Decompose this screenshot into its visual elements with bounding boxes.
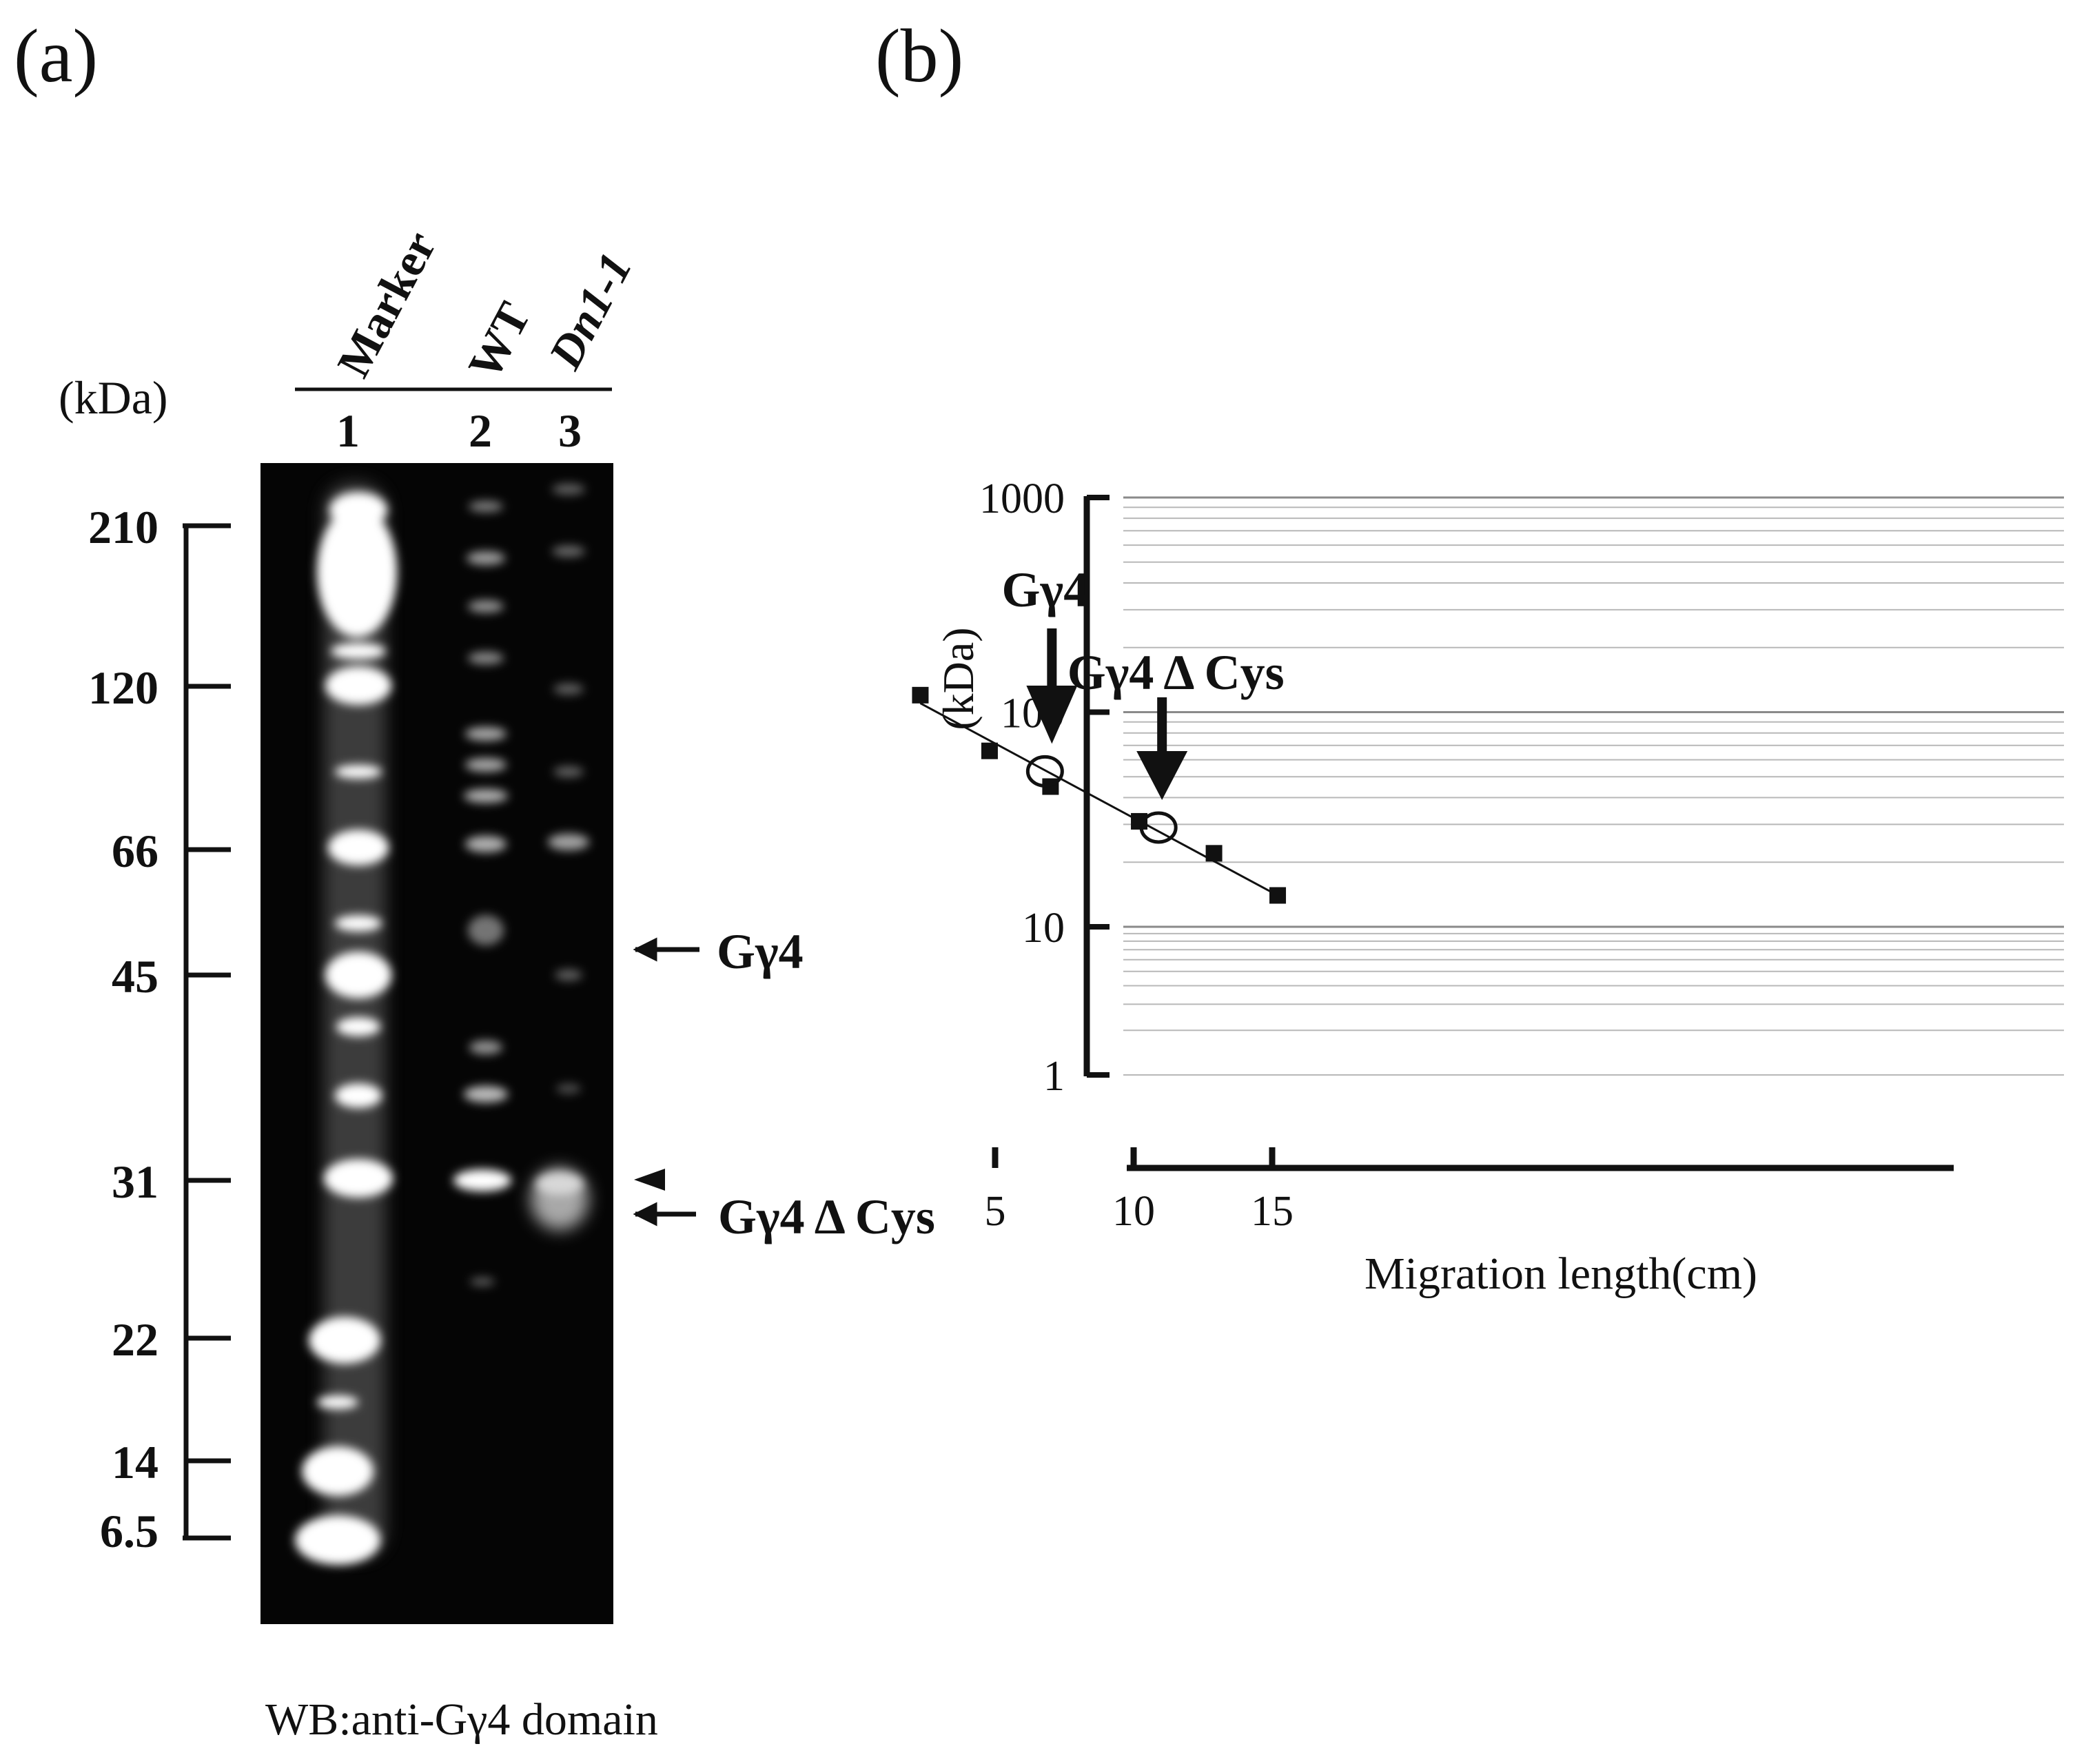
lane-name-wt: WT [458,294,540,387]
g4-band-label: Gγ4 [717,924,804,979]
data-points [912,686,1287,904]
western-blot-image [260,463,613,1624]
annotation-g4-dcys-arrow-icon [1157,697,1167,756]
plot-gridlines [1123,496,2064,1076]
annotation-g4-dcys-label: Gγ4 Δ Cys [1067,645,1285,700]
plot-annotations: Gγ4 Gγ4 Δ Cys [1002,562,1285,800]
y-tick-label: 10 [1022,905,1065,952]
g4-dcys-band-label: Gγ4 Δ Cys [718,1189,935,1244]
marker-size-120: 120 [88,662,159,714]
marker-size-6-5: 6.5 [100,1505,159,1557]
marker-size-66: 66 [112,825,159,877]
y-tick-label: 1000 [979,475,1065,522]
marker-size-14: 14 [112,1436,159,1488]
fit-line-group [919,702,1278,896]
plot-axes [1083,496,1954,1171]
x-tick-label: 15 [1251,1188,1294,1235]
annotation-g4-dcys-arrowhead-icon [1136,751,1188,800]
lane-number-3: 3 [558,404,582,457]
lane-number-2: 2 [469,404,492,457]
fit-line [919,702,1278,896]
x-axis-label: Migration length(cm) [1364,1249,1757,1299]
panel-a: (a) Marker WT Dn1-1 (kDa) 1 2 3 210 120 … [14,14,935,1745]
marker-size-210: 210 [88,501,159,553]
x-tick-label: 10 [1112,1188,1155,1235]
sample-point [1025,755,1064,788]
marker-scale [183,523,231,1541]
y-axis-label: (kDa) [934,627,983,730]
marker-size-31: 31 [112,1156,159,1208]
kda-unit-label: (kDa) [59,371,168,424]
marker-size-22: 22 [112,1313,159,1366]
lane-number-1: 1 [336,404,360,457]
marker-point [912,686,929,704]
annotation-g4-arrow-icon [1047,628,1057,690]
arrowhead-icon [634,1169,665,1191]
marker-point [981,742,998,759]
marker-size-45: 45 [112,950,159,1003]
x-tick-label: 5 [985,1188,1006,1235]
wb-antibody-footer: WB:anti-Gγ4 domain [265,1694,658,1745]
lane-name-marker: Marker [327,223,446,385]
annotation-g4-label: Gγ4 [1002,562,1089,617]
annotation-g4-arrowhead-icon [1026,686,1078,744]
y-tick-label: 1 [1043,1053,1065,1100]
lane-name-dn1-1: Dn1-1 [538,245,642,378]
sample-point [1139,811,1178,844]
marker-point [1205,845,1223,862]
panel-a-label: (a) [14,14,98,98]
marker-point [1269,887,1287,904]
panel-b-label: (b) [875,14,963,98]
